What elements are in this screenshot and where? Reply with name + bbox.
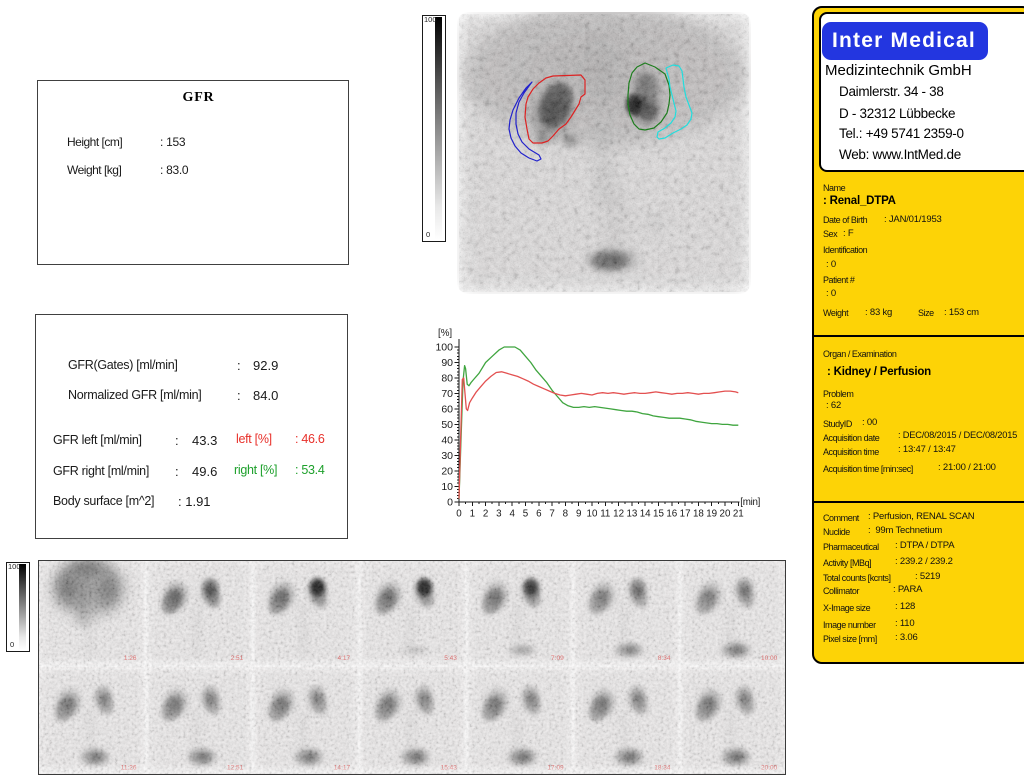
svg-text:0: 0 — [456, 508, 462, 519]
svg-text:18: 18 — [693, 508, 704, 519]
svg-text:19: 19 — [706, 508, 717, 519]
svg-text:40: 40 — [441, 435, 453, 447]
svg-text:100: 100 — [435, 342, 453, 354]
svg-text:13: 13 — [626, 508, 637, 519]
svg-text:20: 20 — [441, 466, 453, 478]
svg-text:10: 10 — [587, 508, 598, 519]
svg-text:1: 1 — [470, 508, 475, 519]
svg-text:4: 4 — [509, 508, 515, 519]
svg-text:[min]: [min] — [740, 497, 760, 508]
svg-text:17: 17 — [680, 508, 691, 519]
svg-text:2: 2 — [483, 508, 488, 519]
svg-text:12: 12 — [613, 508, 624, 519]
svg-text:80: 80 — [441, 373, 453, 385]
svg-text:90: 90 — [441, 357, 453, 369]
svg-text:[%]: [%] — [438, 328, 452, 339]
svg-text:70: 70 — [441, 388, 453, 400]
svg-text:11: 11 — [600, 508, 610, 519]
svg-text:10: 10 — [441, 481, 453, 493]
svg-text:50: 50 — [441, 419, 453, 431]
svg-text:60: 60 — [441, 404, 453, 416]
svg-text:20: 20 — [720, 508, 731, 519]
svg-text:3: 3 — [496, 508, 502, 519]
svg-text:30: 30 — [441, 450, 453, 462]
svg-text:16: 16 — [666, 508, 677, 519]
svg-text:5: 5 — [523, 508, 529, 519]
svg-text:21: 21 — [733, 508, 744, 519]
svg-text:9: 9 — [576, 508, 581, 519]
svg-text:7: 7 — [549, 508, 554, 519]
svg-text:14: 14 — [640, 508, 651, 519]
svg-text:6: 6 — [536, 508, 542, 519]
svg-text:15: 15 — [653, 508, 664, 519]
svg-text:8: 8 — [563, 508, 569, 519]
svg-text:0: 0 — [447, 497, 453, 509]
